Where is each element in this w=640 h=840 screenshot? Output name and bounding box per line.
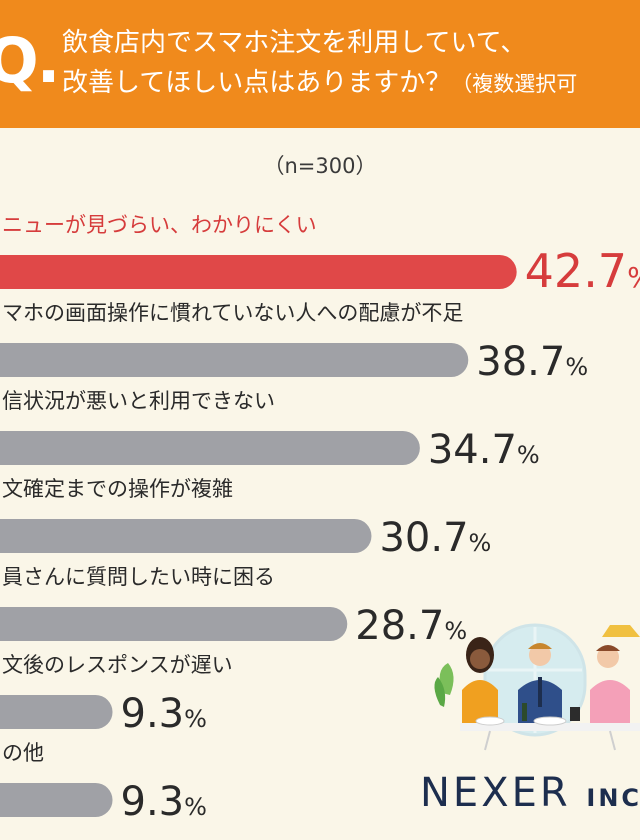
value-label: 34.7% (428, 427, 540, 473)
question-mark: Q. (0, 24, 60, 97)
value-label: 30.7% (379, 515, 491, 561)
value-label: 9.3% (121, 779, 207, 825)
bar (0, 695, 113, 729)
category-label: 員さんに質問したい時に困る (2, 565, 275, 589)
brand-logo: NEXER INC (420, 770, 640, 816)
value-label: 42.7% (525, 244, 640, 298)
brand-logo-sub: INC (586, 784, 640, 812)
question-line-2-text: 改善してほしい点はありますか？ (62, 68, 452, 98)
question-line-2: 改善してほしい点はありますか？（複数選択可 (62, 68, 577, 99)
bar (0, 431, 420, 465)
value-label: 38.7% (476, 339, 588, 385)
category-label: 文後のレスポンスが遅い (2, 653, 233, 677)
question-note: （複数選択可 (451, 72, 578, 96)
category-label: ニューが見づらい、わかりにくい (2, 213, 317, 237)
bar (0, 343, 469, 377)
category-label: の他 (2, 741, 44, 765)
bar (0, 255, 517, 289)
value-label: 9.3% (121, 691, 207, 737)
question-header: Q. 飲食店内でスマホ注文を利用していて、 改善してほしい点はありますか？（複数… (0, 0, 640, 128)
category-label: 文確定までの操作が複雑 (2, 477, 233, 501)
value-label: 28.7% (355, 603, 467, 649)
category-label: 信状況が悪いと利用できない (2, 389, 275, 413)
category-label: マホの画面操作に慣れていない人への配慮が不足 (2, 301, 463, 325)
restaurant-illustration-icon (434, 623, 640, 751)
question-line-1: 飲食店内でスマホ注文を利用していて、 (62, 28, 527, 58)
bar (0, 519, 372, 553)
sample-size: （n=300） (263, 154, 377, 178)
brand-logo-main: NEXER (420, 770, 571, 816)
bar (0, 783, 113, 817)
bar (0, 607, 348, 641)
